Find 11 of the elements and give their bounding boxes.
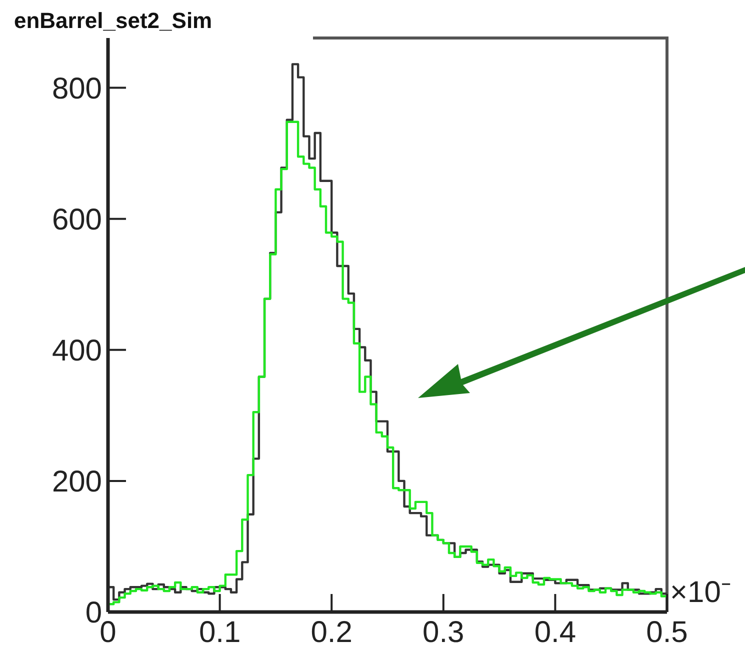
text: ×10⁻ — [670, 576, 731, 609]
x-tick-label: 0.1 — [198, 616, 241, 649]
chart-title: enBarrel_set2_Sim — [14, 8, 212, 33]
y-tick-label: 600 — [52, 203, 102, 236]
x-tick-label: 0.3 — [422, 616, 464, 649]
x-tick-label: 0.4 — [534, 616, 576, 649]
y-tick-label: 400 — [52, 334, 102, 368]
x-tick-label: 0.5 — [646, 616, 688, 649]
y-tick-label: 800 — [52, 72, 102, 106]
x-tick-label: 0.2 — [310, 616, 352, 649]
y-tick-label: 200 — [52, 465, 102, 498]
